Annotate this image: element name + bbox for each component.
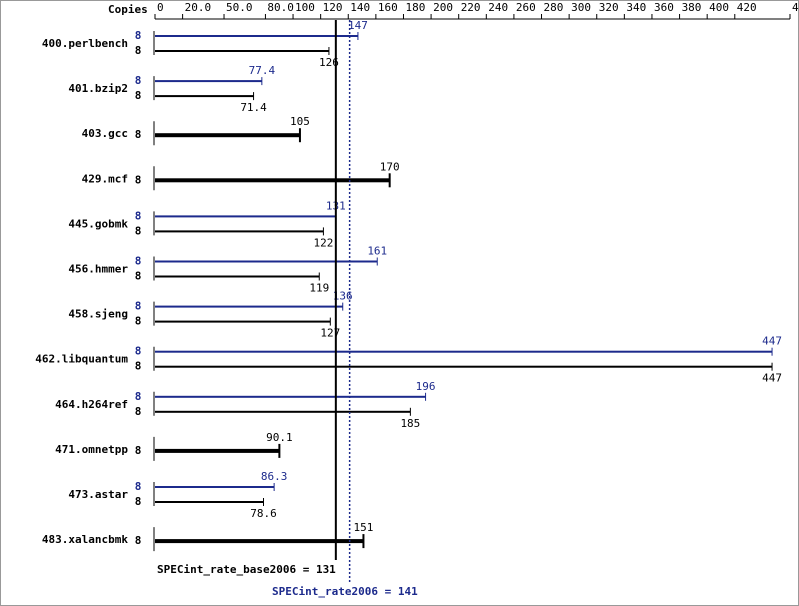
x-tick-label: 320 (599, 1, 619, 14)
bar (155, 486, 275, 488)
category-label: 483.xalancbmk (42, 533, 128, 546)
x-tick-label: 200 (433, 1, 453, 14)
copies-label: 8 (135, 495, 142, 508)
x-tick-label: 460 (792, 1, 799, 14)
summary-label: SPECint_rate2006 = 141 (272, 585, 418, 598)
category-label: 462.libquantum (35, 353, 128, 366)
bar (155, 501, 264, 503)
x-tick-label: 360 (654, 1, 674, 14)
x-tick-label: 140 (350, 1, 370, 14)
copies-label: 8 (135, 29, 142, 42)
summary-label: SPECint_rate_base2006 = 131 (157, 563, 336, 576)
x-tick-label: 120 (323, 1, 343, 14)
bar (155, 133, 300, 138)
copies-label: 8 (135, 255, 142, 268)
copies-label: 8 (135, 480, 142, 493)
copies-label: 8 (135, 128, 142, 141)
bar (155, 350, 773, 353)
value-label: 122 (313, 236, 333, 249)
value-label: 161 (367, 245, 387, 258)
x-tick-label: 300 (571, 1, 591, 14)
bar (155, 365, 773, 368)
bar (155, 80, 262, 83)
bar (155, 448, 280, 453)
copies-label: 8 (135, 534, 142, 547)
copies-label: 8 (135, 89, 142, 102)
x-tick-label: 50.0 (226, 1, 253, 14)
value-label: 105 (290, 115, 310, 128)
x-tick-label: 180 (405, 1, 425, 14)
category-label: 464.h264ref (55, 398, 128, 411)
x-tick-label: 100 (295, 1, 315, 14)
copies-label: 8 (135, 173, 142, 186)
x-tick-label: 380 (682, 1, 702, 14)
x-tick-label: 340 (626, 1, 646, 14)
value-label: 196 (416, 380, 436, 393)
value-label: 127 (320, 327, 340, 340)
x-tick-label: 280 (544, 1, 564, 14)
category-label: 458.sjeng (68, 308, 128, 321)
copies-label: 8 (135, 270, 142, 283)
x-tick-label: 0 (157, 1, 164, 14)
category-label: 471.omnetpp (55, 443, 128, 456)
copies-label: 8 (135, 44, 142, 57)
copies-header: Copies (108, 3, 148, 16)
copies-label: 8 (135, 224, 142, 237)
copies-label: 8 (135, 390, 142, 403)
value-label: 170 (380, 160, 400, 173)
copies-label: 8 (135, 345, 142, 358)
value-label: 447 (762, 372, 782, 385)
bar (155, 35, 358, 37)
value-label: 126 (319, 56, 339, 69)
value-label: 78.6 (250, 507, 277, 520)
value-label: 136 (333, 290, 353, 303)
bar (155, 320, 331, 323)
bar (155, 260, 378, 263)
category-label: 403.gcc (82, 127, 128, 140)
bar (155, 410, 411, 413)
x-tick-label: 220 (461, 1, 481, 14)
x-tick-label: 260 (516, 1, 536, 14)
copies-label: 8 (135, 74, 142, 87)
copies-label: 8 (135, 300, 142, 313)
bar (155, 275, 320, 278)
x-tick-label: 420 (737, 1, 757, 14)
category-label: 400.perlbench (42, 37, 128, 50)
value-label: 151 (354, 521, 374, 534)
copies-label: 8 (135, 315, 142, 328)
value-label: 119 (309, 282, 329, 295)
value-label: 71.4 (240, 101, 267, 114)
bar (155, 50, 329, 52)
category-label: 473.astar (68, 488, 128, 501)
category-label: 401.bzip2 (68, 82, 128, 95)
copies-label: 8 (135, 360, 142, 373)
x-tick-label: 240 (488, 1, 508, 14)
category-label: 445.gobmk (68, 217, 128, 230)
x-tick-label: 20.0 (185, 1, 212, 14)
copies-label: 8 (135, 209, 142, 222)
bar (155, 178, 390, 183)
value-label: 447 (762, 335, 782, 348)
bar (155, 230, 324, 233)
x-tick-label: 400 (709, 1, 729, 14)
bar (155, 395, 426, 398)
value-label: 147 (348, 19, 368, 32)
value-label: 86.3 (261, 470, 288, 483)
copies-label: 8 (135, 444, 142, 457)
x-tick-label: 160 (378, 1, 398, 14)
value-label: 77.4 (249, 64, 276, 77)
category-label: 456.hmmer (68, 263, 128, 276)
bar (155, 215, 336, 218)
bar (155, 95, 254, 98)
copies-label: 8 (135, 405, 142, 418)
bar (155, 539, 364, 544)
value-label: 185 (400, 417, 420, 430)
category-label: 429.mcf (82, 172, 128, 185)
x-tick-label: 80.0 (267, 1, 294, 14)
bar (155, 305, 343, 308)
value-label: 90.1 (266, 431, 293, 444)
